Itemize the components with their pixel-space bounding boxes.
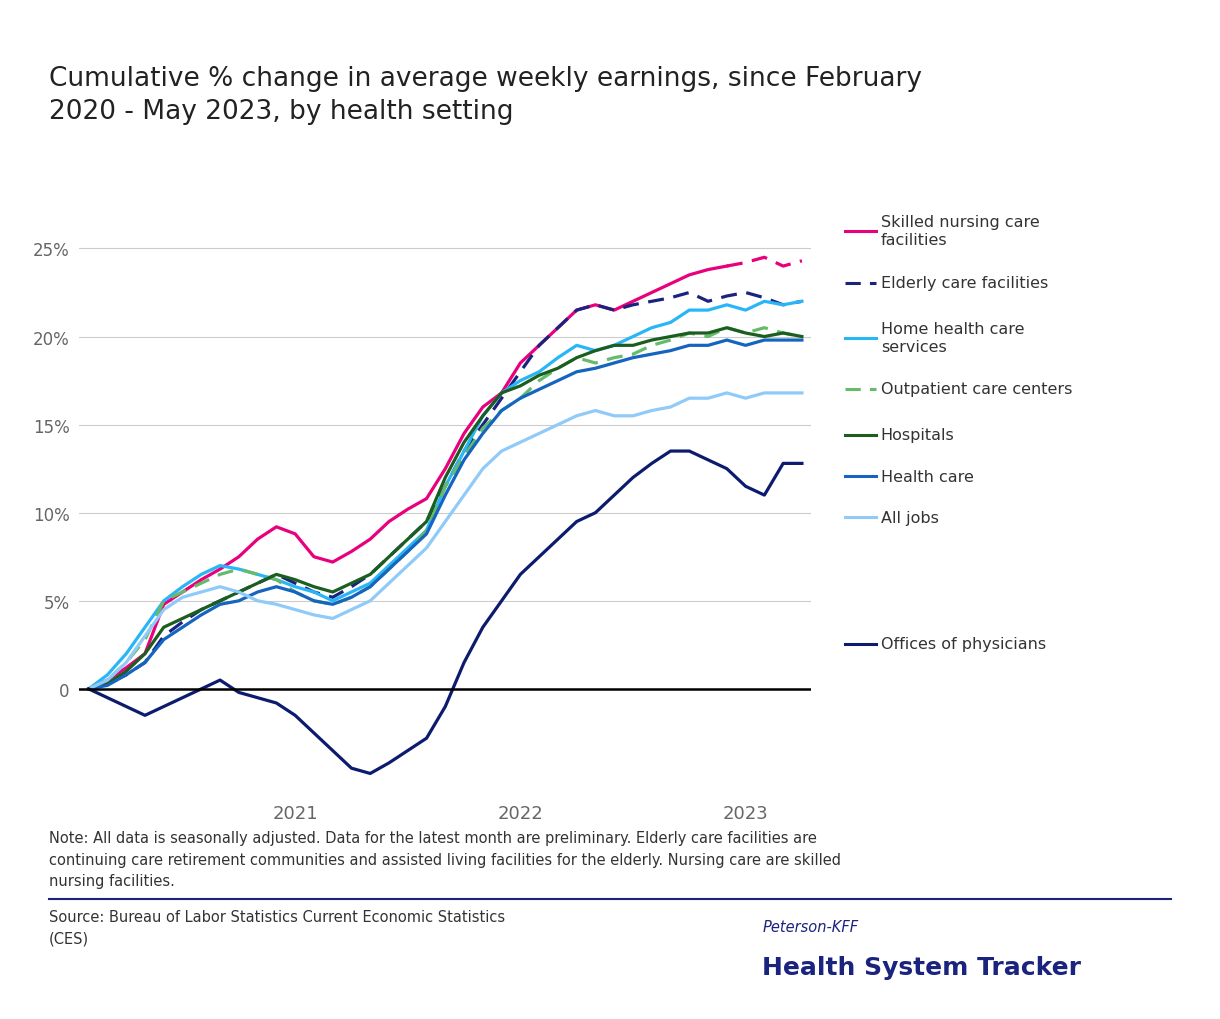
Text: Note: All data is seasonally adjusted. Data for the latest month are preliminary: Note: All data is seasonally adjusted. D… [49, 830, 841, 889]
Text: Offices of physicians: Offices of physicians [881, 637, 1046, 651]
Text: Hospitals: Hospitals [881, 428, 954, 442]
Text: Source: Bureau of Labor Statistics Current Economic Statistics
(CES): Source: Bureau of Labor Statistics Curre… [49, 909, 505, 946]
Text: Home health care
services: Home health care services [881, 322, 1025, 355]
Text: Skilled nursing care
facilities: Skilled nursing care facilities [881, 215, 1039, 248]
Text: Health care: Health care [881, 470, 974, 484]
Text: Outpatient care centers: Outpatient care centers [881, 382, 1072, 396]
Text: Health System Tracker: Health System Tracker [762, 955, 1081, 979]
Text: Cumulative % change in average weekly earnings, since February
2020 - May 2023, : Cumulative % change in average weekly ea… [49, 66, 922, 125]
Text: All jobs: All jobs [881, 511, 938, 525]
Text: Elderly care facilities: Elderly care facilities [881, 276, 1048, 290]
Text: Peterson-KFF: Peterson-KFF [762, 919, 859, 934]
